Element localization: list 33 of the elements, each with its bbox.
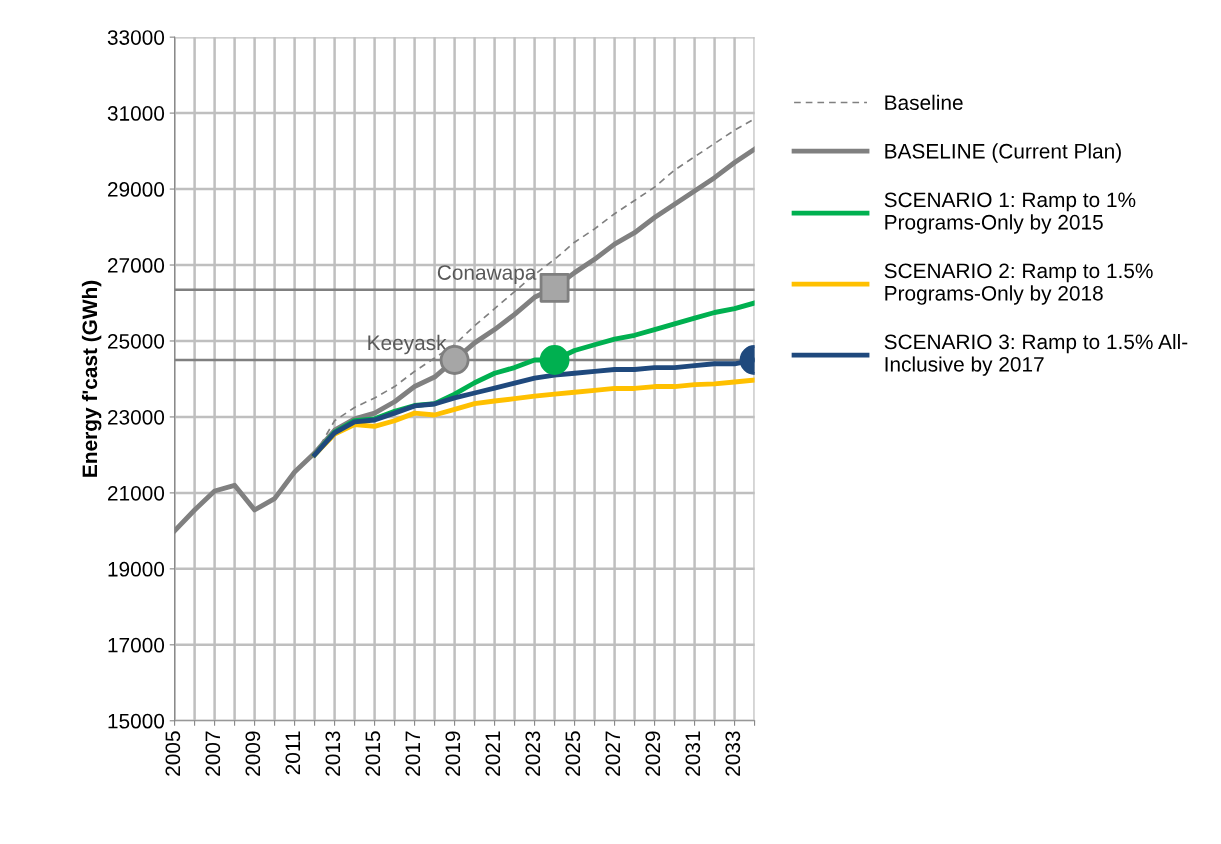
y-tick-label: 21000 <box>108 485 165 501</box>
ref-line-label: Keeyask <box>368 334 447 355</box>
ref-line-label: Conawapa <box>437 265 537 285</box>
x-tick-label: 2029 <box>645 731 661 776</box>
y-tick-label: 17000 <box>108 637 165 653</box>
x-tick-label: 2023 <box>525 731 541 776</box>
x-tick-label: 2031 <box>685 731 701 776</box>
y-tick-label: 25000 <box>108 333 165 349</box>
x-tick-label: 2025 <box>565 731 581 776</box>
y-axis-title: Energy f'cast (GWh) <box>81 280 102 477</box>
legend-label: SCENARIO 2: Ramp to 1.5% Programs-Only by 2018 <box>884 263 1153 305</box>
x-tick-label: 2017 <box>405 731 421 776</box>
legend-label: BASELINE (Current Plan) <box>885 143 1121 163</box>
x-tick-label: 2027 <box>605 731 621 776</box>
x-tick-label: 2009 <box>245 731 261 776</box>
y-tick-label: 27000 <box>108 258 165 273</box>
x-tick-label: 2005 <box>165 731 181 776</box>
legend-label: SCENARIO 1: Ramp to 1% Programs-Only by 2015 <box>884 192 1136 234</box>
y-tick-label: 29000 <box>108 182 165 197</box>
x-tick-label: 2013 <box>325 731 341 776</box>
y-tick-label: 33000 <box>107 30 165 45</box>
y-tick-label: 15000 <box>108 713 165 729</box>
x-tick-label: 2033 <box>725 731 741 776</box>
y-tick-label: 19000 <box>108 561 165 577</box>
x-tick-label: 2021 <box>485 731 501 776</box>
x-tick-label: 2011 <box>285 731 301 775</box>
x-tick-label: 2015 <box>365 731 381 776</box>
y-tick-label: 31000 <box>107 106 165 121</box>
legend-label: SCENARIO 3: Ramp to 1.5% All- Inclusive by 2017 <box>884 333 1188 376</box>
y-tick-label: 23000 <box>108 409 165 425</box>
x-tick-label: 2007 <box>205 731 221 776</box>
legend-label: Baseline <box>885 94 963 111</box>
x-tick-label: 2019 <box>445 731 461 776</box>
